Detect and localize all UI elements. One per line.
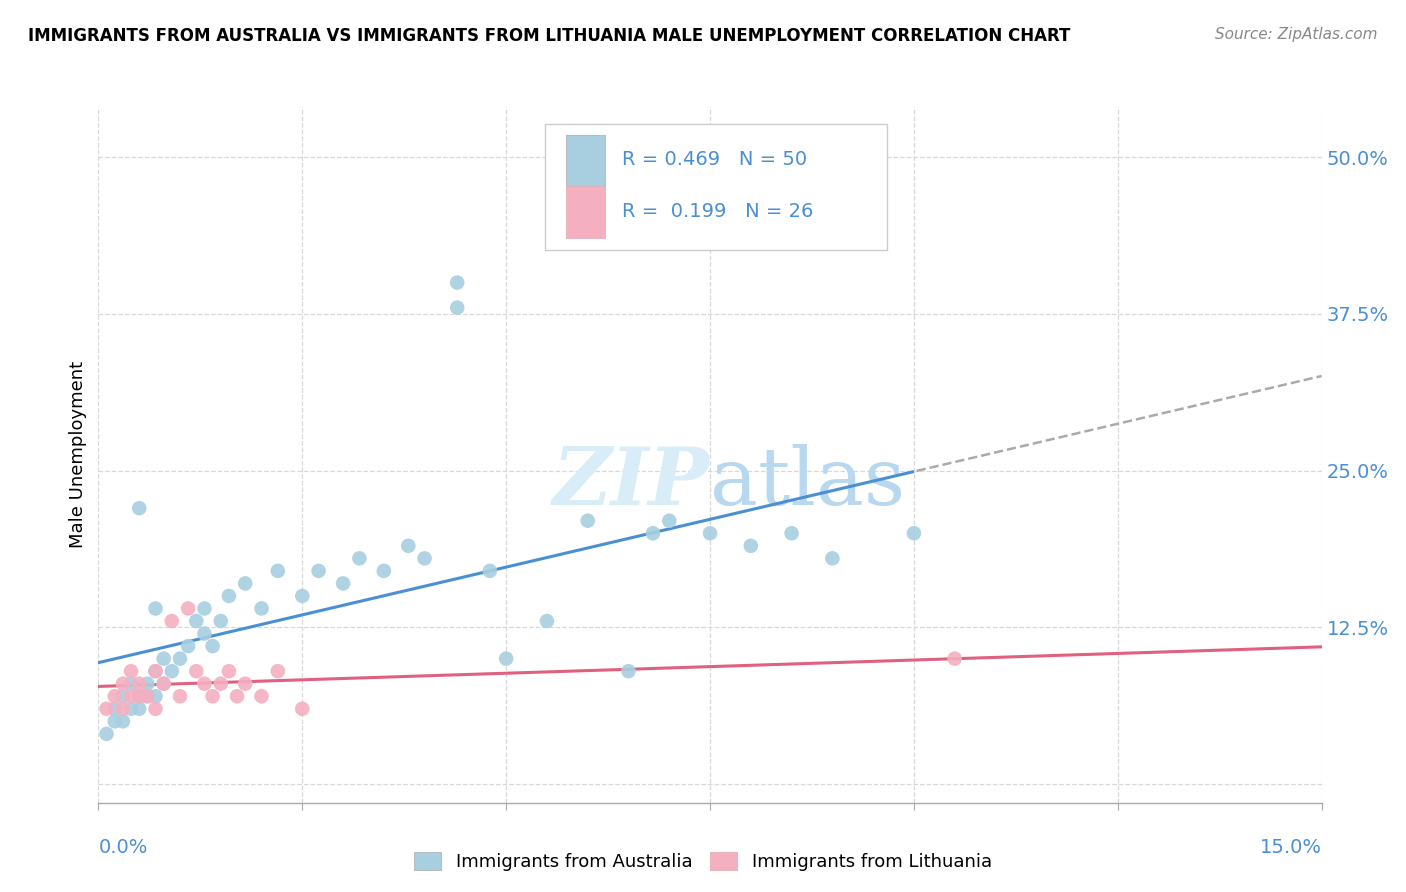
Point — [160, 614, 183, 628]
Point — [617, 664, 640, 678]
Point — [111, 690, 134, 704]
Point — [145, 690, 167, 704]
Point — [209, 676, 232, 690]
Point — [291, 589, 314, 603]
Point — [250, 601, 273, 615]
Text: R =  0.199   N = 26: R = 0.199 N = 26 — [621, 202, 813, 221]
Point — [699, 526, 721, 541]
Point — [128, 690, 150, 704]
Point — [291, 702, 314, 716]
Text: IMMIGRANTS FROM AUSTRALIA VS IMMIGRANTS FROM LITHUANIA MALE UNEMPLOYMENT CORRELA: IMMIGRANTS FROM AUSTRALIA VS IMMIGRANTS … — [28, 27, 1070, 45]
Point — [495, 651, 517, 665]
Point — [160, 664, 183, 678]
Point — [267, 664, 290, 678]
Point — [740, 539, 762, 553]
Point — [169, 651, 191, 665]
Point — [576, 514, 599, 528]
Point — [152, 651, 174, 665]
Point — [193, 601, 215, 615]
FancyBboxPatch shape — [565, 186, 605, 238]
Point — [233, 576, 256, 591]
FancyBboxPatch shape — [565, 135, 605, 187]
Point — [821, 551, 844, 566]
Point — [169, 690, 191, 704]
Point — [128, 690, 150, 704]
Point — [136, 690, 159, 704]
Y-axis label: Male Unemployment: Male Unemployment — [69, 361, 87, 549]
Point — [96, 727, 118, 741]
Point — [96, 702, 118, 716]
Point — [658, 514, 681, 528]
Point — [145, 664, 167, 678]
Point — [128, 676, 150, 690]
Point — [641, 526, 664, 541]
Point — [111, 702, 134, 716]
Point — [120, 676, 142, 690]
Point — [120, 690, 142, 704]
Text: ZIP: ZIP — [553, 444, 710, 522]
Point — [373, 564, 395, 578]
Point — [152, 676, 174, 690]
Point — [104, 702, 127, 716]
Point — [136, 690, 159, 704]
Point — [177, 601, 200, 615]
Point — [446, 276, 468, 290]
Point — [201, 639, 224, 653]
Point — [226, 690, 249, 704]
Point — [152, 676, 174, 690]
Point — [145, 601, 167, 615]
Point — [209, 614, 232, 628]
Point — [536, 614, 558, 628]
Point — [780, 526, 803, 541]
Point — [413, 551, 436, 566]
Point — [120, 702, 142, 716]
Text: Source: ZipAtlas.com: Source: ZipAtlas.com — [1215, 27, 1378, 42]
Point — [145, 664, 167, 678]
Point — [104, 714, 127, 729]
Point — [128, 702, 150, 716]
Point — [233, 676, 256, 690]
Point — [111, 714, 134, 729]
Point — [478, 564, 501, 578]
Point — [396, 539, 419, 553]
Point — [177, 639, 200, 653]
Point — [903, 526, 925, 541]
Point — [145, 702, 167, 716]
Text: 15.0%: 15.0% — [1260, 838, 1322, 857]
Point — [308, 564, 330, 578]
Point — [267, 564, 290, 578]
Point — [349, 551, 371, 566]
Point — [111, 676, 134, 690]
Legend: Immigrants from Australia, Immigrants from Lithuania: Immigrants from Australia, Immigrants fr… — [406, 845, 1000, 879]
Point — [332, 576, 354, 591]
Point — [128, 501, 150, 516]
Point — [218, 589, 240, 603]
Point — [120, 664, 142, 678]
Text: R = 0.469   N = 50: R = 0.469 N = 50 — [621, 150, 807, 169]
Point — [201, 690, 224, 704]
Point — [186, 614, 208, 628]
Point — [193, 626, 215, 640]
Point — [186, 664, 208, 678]
Point — [104, 690, 127, 704]
Point — [218, 664, 240, 678]
Point — [250, 690, 273, 704]
FancyBboxPatch shape — [546, 124, 887, 250]
Point — [446, 301, 468, 315]
Point — [193, 676, 215, 690]
Point — [943, 651, 966, 665]
Text: atlas: atlas — [710, 443, 905, 522]
Point — [136, 676, 159, 690]
Text: 0.0%: 0.0% — [98, 838, 148, 857]
